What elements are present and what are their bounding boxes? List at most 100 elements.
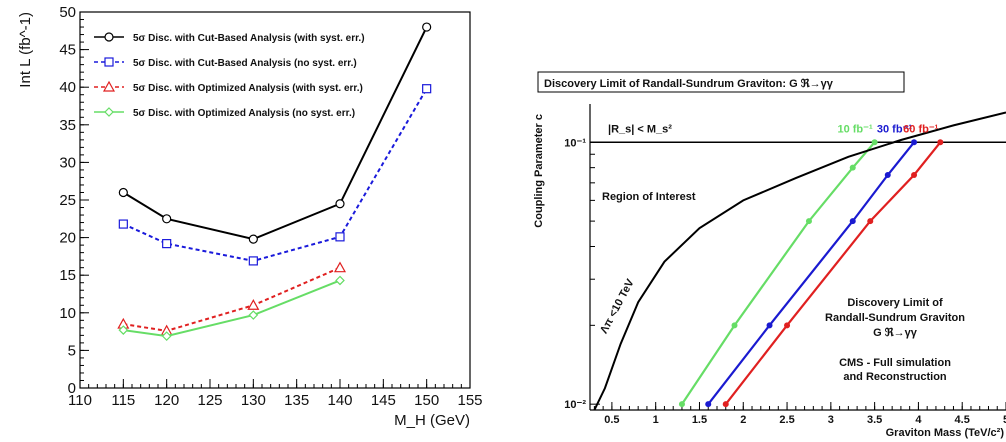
data-point	[335, 199, 345, 209]
plot-series	[593, 111, 1006, 410]
x-tick-label: 135	[284, 392, 309, 409]
x-tick-label: 5	[1003, 414, 1006, 426]
x-tick-label: 1.5	[692, 414, 707, 426]
x-tick-label: 3.5	[867, 414, 882, 426]
y-tick-label: 50	[59, 4, 76, 21]
annotation: Discovery Limit of	[847, 297, 943, 309]
x-tick-label: 2	[740, 414, 746, 426]
data-point	[937, 139, 944, 146]
series-label: 10 fb⁻¹	[837, 123, 872, 135]
reference-line-label: |R_s| < M_s²	[608, 123, 672, 135]
data-point	[884, 171, 891, 178]
data-point	[849, 164, 856, 171]
y-tick-label: 45	[59, 42, 76, 59]
data-point	[867, 218, 874, 225]
x-tick-label: 155	[457, 392, 482, 409]
data-point	[335, 232, 345, 242]
series-0	[118, 22, 432, 244]
x-tick-label: 2.5	[779, 414, 794, 426]
y-axis-label: Int L (fb^-1)	[17, 12, 34, 88]
data-point	[162, 239, 172, 249]
series-3	[118, 275, 345, 341]
data-point	[871, 139, 878, 146]
x-tick-label: 110	[68, 392, 92, 409]
data-point	[731, 322, 738, 329]
y-tick-label: 20	[59, 230, 76, 247]
data-point	[247, 299, 260, 310]
x-axis-label: M_H (GeV)	[394, 412, 470, 429]
x-tick-label: 125	[197, 392, 222, 409]
x-tick-label: 3	[828, 414, 834, 426]
x-tick-label: 120	[154, 392, 179, 409]
data-point	[911, 139, 918, 146]
y-tick-label: 10⁻¹	[564, 137, 586, 149]
data-point	[333, 261, 347, 273]
x-tick-label: 0.5	[604, 414, 619, 426]
data-point	[805, 218, 812, 225]
series-line	[123, 266, 341, 332]
legend-label: 5σ Disc. with Cut-Based Analysis (no sys…	[133, 58, 357, 69]
legend-marker	[104, 32, 114, 42]
data-point	[118, 325, 129, 335]
y-axis-label: Coupling Parameter c	[533, 114, 545, 228]
series-2	[117, 261, 347, 336]
data-point	[118, 187, 128, 198]
x-tick-label: 130	[241, 392, 266, 409]
data-point	[911, 171, 918, 178]
data-point	[248, 256, 258, 266]
annotation: Λπ <10 TeV	[598, 277, 637, 336]
x-tick-label: 115	[111, 392, 135, 409]
legend-marker	[104, 57, 114, 67]
series-1	[118, 84, 432, 266]
data-point	[849, 218, 856, 225]
annotation: and Reconstruction	[843, 371, 947, 383]
data-point	[335, 275, 345, 286]
y-tick-label: 25	[59, 192, 76, 209]
y-tick-label: 15	[59, 267, 76, 284]
legend-label: 5σ Disc. with Optimized Analysis (with s…	[133, 83, 363, 94]
title-box	[537, 71, 905, 93]
y-tick-label: 0	[68, 380, 76, 397]
x-axis-label: Graviton Mass (TeV/c²)	[886, 427, 1005, 439]
series-label: 30 fb⁻¹	[877, 123, 912, 135]
left-chart: 110 115 120 125 130 135 140 145 150 155 0 5 10 15 20 25…	[17, 4, 483, 429]
series-line	[123, 279, 341, 338]
right-chart: Discovery Limit of Randall-Sundrum Gravi…	[533, 71, 1006, 439]
legend-label: 5σ Disc. with Cut-Based Analysis (with s…	[133, 33, 365, 44]
data-point	[705, 401, 712, 408]
y-tick-label: 5	[68, 342, 76, 359]
y-tick-label: 35	[59, 117, 76, 134]
y-tick-label: 10⁻²	[564, 399, 586, 411]
annotation: Randall-Sundrum Graviton	[825, 312, 965, 324]
legend-marker	[102, 80, 116, 92]
data-point	[248, 234, 258, 244]
data-point	[162, 214, 172, 224]
data-point	[722, 401, 729, 408]
legend-marker	[104, 107, 114, 117]
data-point	[784, 322, 791, 329]
data-point	[678, 401, 685, 408]
y-tick-label: 30	[59, 154, 76, 171]
x-tick-label: 1	[653, 414, 659, 426]
data-point	[422, 22, 432, 32]
legend-label: 5σ Disc. with Optimized Analysis (no sys…	[133, 108, 355, 119]
data-point	[766, 322, 773, 329]
annotation: Region of Interest	[602, 191, 696, 203]
data-point	[248, 310, 259, 320]
y-tick-label: 10	[59, 305, 76, 322]
x-tick-label: 145	[371, 392, 396, 409]
data-point	[161, 331, 172, 341]
lambda-curve	[593, 111, 1006, 410]
data-point	[422, 84, 432, 94]
x-tick-label: 4	[915, 414, 922, 426]
x-tick-label: 4.5	[955, 414, 970, 426]
x-tick-label: 150	[414, 392, 439, 409]
annotation: G ℜ→γγ	[873, 327, 918, 339]
x-tick-label: 140	[327, 392, 352, 409]
chart-title: Discovery Limit of Randall-Sundrum Gravi…	[544, 78, 834, 90]
data-point	[118, 219, 128, 229]
series-label: 60 fb⁻¹	[903, 123, 938, 135]
y-tick-label: 40	[59, 79, 76, 96]
annotation: CMS - Full simulation	[839, 357, 951, 369]
